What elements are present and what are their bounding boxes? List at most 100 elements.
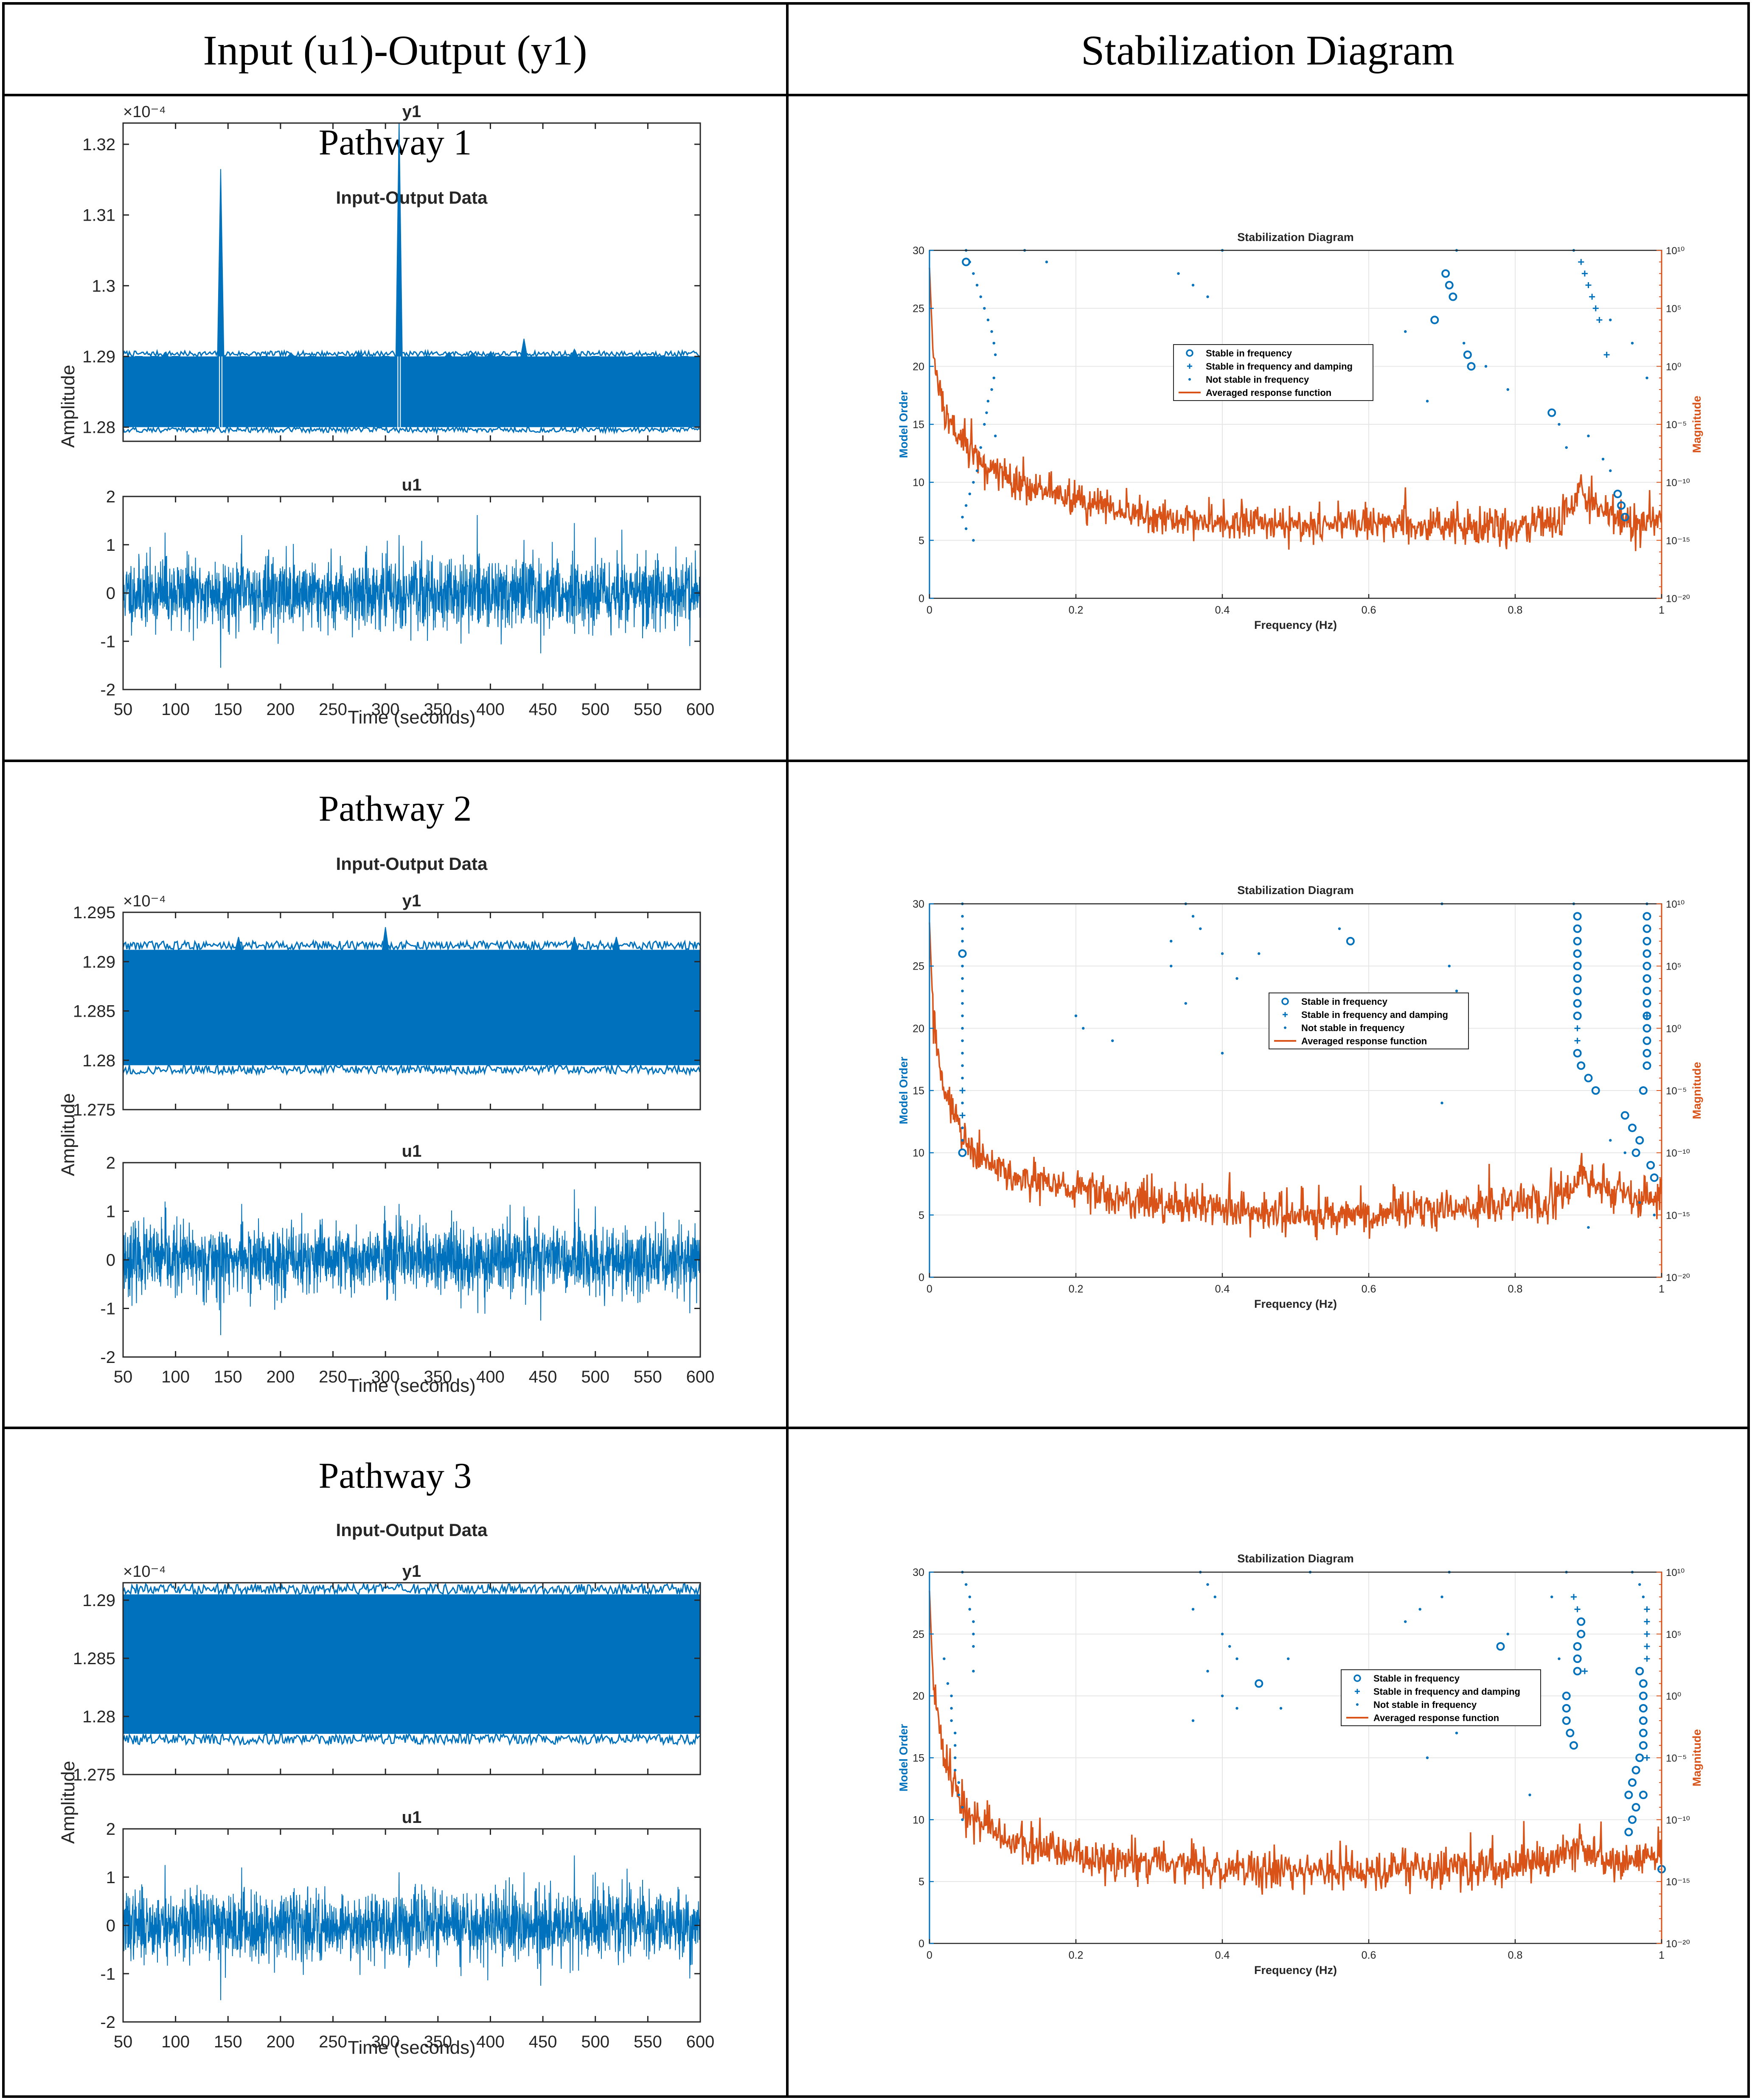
y1-peak: [381, 356, 390, 361]
x-tick-label: 350: [424, 1368, 452, 1386]
stable-frequency-point: [1624, 1791, 1633, 1799]
stable-frequency-point: [1650, 1173, 1659, 1182]
not-stable-point: [979, 446, 982, 449]
not-stable-point: [1206, 1670, 1209, 1673]
y-tick-label: 10: [912, 1147, 924, 1159]
legend-not-stable-icon: [1188, 378, 1191, 381]
y-tick-label: 1: [106, 1868, 115, 1887]
y1-peak: [355, 352, 364, 357]
stable-frequency-point: [1642, 974, 1651, 983]
x-tick-label: 0.2: [1069, 1949, 1084, 1961]
signal-group: [123, 927, 700, 1077]
x-tick-label: 400: [476, 2033, 505, 2051]
not-stable-point: [1221, 1694, 1224, 1697]
legend-stable-damping-icon: [1355, 1689, 1360, 1694]
y-tick-label: 1.31: [82, 206, 115, 225]
stable-damping-point: [1574, 1037, 1581, 1044]
averaged-response-line: [929, 922, 1662, 1240]
not-stable-point: [992, 376, 995, 379]
stab-x-axis-label: Frequency (Hz): [1254, 619, 1337, 631]
stable-frequency-point: [1642, 924, 1651, 933]
stable-damping-point: [1592, 305, 1599, 311]
y-tick-label: 20: [912, 1023, 924, 1035]
not-stable-point: [961, 1139, 964, 1142]
not-stable-point: [950, 1719, 953, 1722]
y-tick-label: 5: [918, 1209, 924, 1221]
stable-frequency-point: [1620, 513, 1629, 521]
y1-band-upper-edge: [123, 939, 700, 952]
not-stable-point: [1638, 1583, 1641, 1586]
not-stable-point: [1653, 1214, 1656, 1217]
y2-tick-label: 10⁵: [1666, 961, 1682, 973]
y-tick-label: 1.275: [73, 1766, 115, 1784]
x-tick-label: 550: [634, 1368, 662, 1386]
x-tick-label: 100: [161, 2033, 190, 2051]
stable-frequency-point: [1255, 1679, 1263, 1688]
stable-frequency-point: [1441, 269, 1450, 278]
panel-title-u1: u1: [402, 1142, 422, 1161]
stable-frequency-point: [1613, 490, 1622, 498]
not-stable-point: [1338, 927, 1341, 930]
y1-peak: [591, 356, 600, 361]
stable-frequency-point: [1639, 1791, 1648, 1799]
y1-peak: [382, 927, 389, 950]
y1-peak-notch: [219, 356, 222, 427]
y-tick-label: 20: [912, 1691, 924, 1702]
not-stable-point: [1258, 952, 1261, 955]
y1-peak: [570, 936, 578, 950]
x-tick-label: 500: [581, 2033, 609, 2051]
y-tick-label: 0: [106, 1251, 115, 1270]
not-stable-point: [965, 504, 968, 507]
column-header-stabilization: Stabilization Diagram: [1081, 27, 1454, 74]
not-stable-point: [954, 1769, 957, 1772]
not-stable-point: [961, 977, 964, 980]
not-stable-point: [1506, 388, 1509, 391]
x-tick-label: 0.6: [1362, 1283, 1376, 1295]
y1-peak: [395, 123, 403, 357]
not-stable-point: [1558, 423, 1561, 426]
stable-damping-point: [1571, 1594, 1577, 1600]
y2-tick-label: 10⁻¹⁵: [1666, 1876, 1690, 1888]
y-tick-label: 1.32: [82, 135, 115, 154]
stable-frequency-point: [1639, 1716, 1648, 1725]
stable-damping-point: [959, 1088, 966, 1093]
stab-x-axis-label: Frequency (Hz): [1254, 1298, 1337, 1310]
x-tick-label: 500: [581, 700, 609, 719]
not-stable-point: [1206, 1583, 1209, 1586]
stable-frequency-point: [1573, 1012, 1582, 1020]
y-tick-label: 30: [912, 898, 924, 910]
x-tick-label: 600: [686, 1368, 715, 1386]
io-panel-u1: u1 -2 -1 0 1 2: [100, 1142, 701, 1367]
not-stable-point: [992, 342, 995, 345]
y2-tick-label: 10⁵: [1666, 1629, 1682, 1640]
not-stable-point: [1609, 318, 1612, 322]
not-stable-point: [968, 1595, 971, 1598]
not-stable-point: [975, 283, 979, 287]
y-tick-label: 1.295: [73, 903, 115, 922]
not-stable-point: [1191, 283, 1195, 287]
not-stable-point: [961, 1014, 964, 1018]
y-tick-label: -1: [100, 632, 115, 651]
stable-damping-point: [1644, 1013, 1650, 1019]
x-tick-label: 1: [1659, 1283, 1665, 1295]
not-stable-point: [994, 435, 997, 437]
x-tick-label: 100: [161, 700, 190, 719]
y-tick-label: -1: [100, 1965, 115, 1983]
stable-frequency-point: [1573, 949, 1582, 958]
stable-frequency-point: [1577, 1061, 1586, 1070]
stable-frequency-point: [1642, 999, 1651, 1008]
not-stable-point: [961, 915, 964, 918]
x-tick-label: 0.8: [1508, 1949, 1523, 1961]
stable-frequency-point: [1573, 937, 1582, 945]
x-tick-label: 0: [927, 1949, 932, 1961]
y-tick-label: 15: [912, 419, 924, 431]
x-tick-label: 1: [1659, 604, 1665, 616]
io-chart-3: Input-Output Data y1 ×10⁻⁴ 1.275 1.28 1.285 1.…: [58, 1520, 714, 2058]
stable-frequency-point: [1547, 408, 1556, 417]
stable-frequency-point: [1631, 1766, 1640, 1775]
stable-frequency-point: [1445, 281, 1454, 289]
y1-peak: [680, 356, 689, 361]
y2-tick-label: 10¹⁰: [1666, 1567, 1685, 1579]
y1-peak-notch: [397, 356, 401, 427]
charts-layer: Input-Output Data y1 ×10⁻⁴ 1.28 1.29 1.3 1.31 1…: [58, 102, 1703, 2058]
